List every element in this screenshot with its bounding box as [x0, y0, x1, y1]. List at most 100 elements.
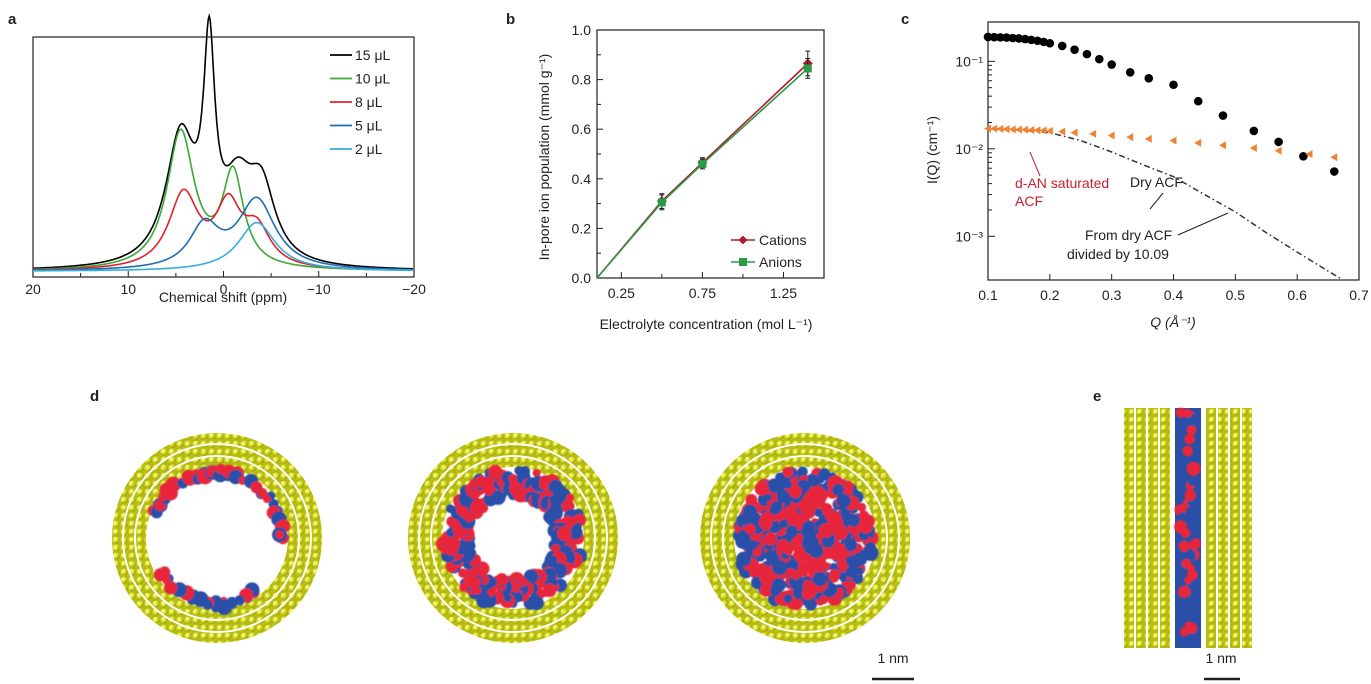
annotation-dan-arrow: [1029, 151, 1041, 177]
d-an-point: [1070, 128, 1078, 137]
legend-label: Anions: [759, 254, 802, 270]
ion-cluster: [147, 463, 291, 615]
y-axis-label: In-pore ion population (mmol g⁻¹): [536, 54, 552, 261]
y-tick-label: 0.2: [572, 220, 592, 236]
y-axis-label: I(Q) (cm⁻¹): [924, 116, 940, 184]
dry-acf-point: [1045, 38, 1055, 48]
carbon-wall-texture: [436, 461, 590, 615]
ion: [1186, 622, 1198, 634]
ion: [779, 519, 789, 529]
ion: [785, 568, 796, 578]
dry-acf-point: [1125, 67, 1135, 77]
d-an-point: [984, 124, 991, 133]
ion: [832, 483, 845, 496]
annotation-div-arrow: [1177, 212, 1229, 236]
ion: [782, 466, 794, 478]
ion: [1178, 585, 1191, 599]
data-point: [803, 64, 812, 73]
panel-label-e: e: [1093, 388, 1101, 405]
series-line: [596, 67, 809, 279]
ion-column: [1174, 407, 1201, 637]
ion: [763, 532, 778, 546]
ion: [789, 596, 803, 611]
d-an-point: [1002, 125, 1010, 134]
carbon-wall-texture: [704, 437, 906, 639]
ion: [1186, 425, 1197, 436]
carbon-wall-column: [1206, 408, 1216, 648]
d-an-point: [1218, 141, 1226, 150]
spectrum-line: [33, 196, 414, 271]
ion-population-chart: 0.25 0.75 1.25 0.0 0.2 0.4 0.6 0.8 1.0 Cations An…: [536, 22, 825, 332]
ion: [783, 594, 793, 603]
ion: [754, 481, 769, 496]
ion: [858, 550, 868, 559]
d-an-point: [1330, 153, 1338, 162]
legend-label: 8 μL: [355, 94, 383, 110]
y-tick-label: 10⁻³: [955, 228, 983, 244]
ion: [837, 571, 848, 581]
ion: [818, 468, 831, 481]
plot-frame: [987, 21, 1360, 281]
annotation-div-line2: divided by 10.09: [1067, 246, 1169, 262]
x-tick-label: 0.5: [1226, 287, 1246, 303]
ion: [812, 571, 827, 587]
ion: [262, 495, 271, 503]
annotation-dan-line1: d-AN saturated: [1015, 175, 1109, 191]
ion: [745, 523, 756, 535]
ion: [845, 555, 856, 566]
d-an-point: [1194, 138, 1202, 147]
dry-acf-point: [983, 32, 993, 42]
y-tick-label: 0.0: [572, 270, 592, 286]
pore-side-view-image: 1 nm: [1124, 407, 1252, 681]
dry-acf-point: [1008, 33, 1018, 43]
x-tick-label: −20: [402, 281, 426, 297]
x-tick-label: 0.3: [1102, 287, 1122, 303]
ion: [864, 542, 877, 554]
ion: [836, 493, 851, 509]
dry-acf-point: [1095, 54, 1104, 64]
x-tick-label: 0.25: [608, 285, 635, 301]
carbon-wall-column: [1136, 408, 1146, 648]
ion: [1188, 477, 1197, 487]
ion: [807, 474, 820, 487]
ion-cluster: [436, 464, 588, 611]
legend-label: 15 μL: [355, 47, 391, 63]
dry-acf-point: [1274, 137, 1283, 147]
ion: [1174, 520, 1188, 534]
ion: [1178, 512, 1187, 520]
x-tick-label: 0.6: [1287, 287, 1307, 303]
ion: [802, 527, 817, 542]
ion: [1187, 499, 1196, 508]
ion: [771, 578, 786, 592]
ion: [275, 530, 284, 539]
ion: [795, 548, 805, 558]
d-an-point: [1033, 126, 1041, 135]
pore-full-filling-image: [700, 433, 910, 643]
x-tick-label: 1.25: [770, 285, 797, 301]
ion: [767, 478, 783, 494]
dry-acf-point: [1299, 152, 1308, 161]
y-tick-label: 0.6: [572, 121, 592, 137]
carbon-wall-column: [1148, 408, 1158, 648]
ion: [1182, 408, 1192, 418]
d-an-point: [1045, 126, 1053, 135]
x-axis-label: Chemical shift (ppm): [159, 289, 287, 305]
dry-acf-point: [1057, 41, 1067, 51]
panel-label-a: a: [8, 11, 17, 28]
sans-intensity-chart: 0.1 0.2 0.3 0.4 0.5 0.6 0.7 10⁻¹ 10⁻² 10⁻³ Q (Å⁻¹…: [924, 21, 1369, 330]
pore-low-filling-image: [112, 433, 322, 643]
dry-acf-point: [1070, 45, 1079, 54]
d-an-point: [1014, 125, 1022, 134]
x-tick-label: −10: [307, 281, 331, 297]
x-tick-label: 10: [120, 281, 136, 297]
ion: [1185, 604, 1195, 614]
d-an-point: [1058, 127, 1066, 136]
ion: [759, 569, 775, 585]
ion: [763, 511, 772, 520]
ion: [557, 526, 573, 541]
dry-acf-point: [989, 32, 999, 42]
d-an-point: [1249, 144, 1257, 153]
ion: [523, 569, 539, 584]
ion: [800, 509, 812, 520]
